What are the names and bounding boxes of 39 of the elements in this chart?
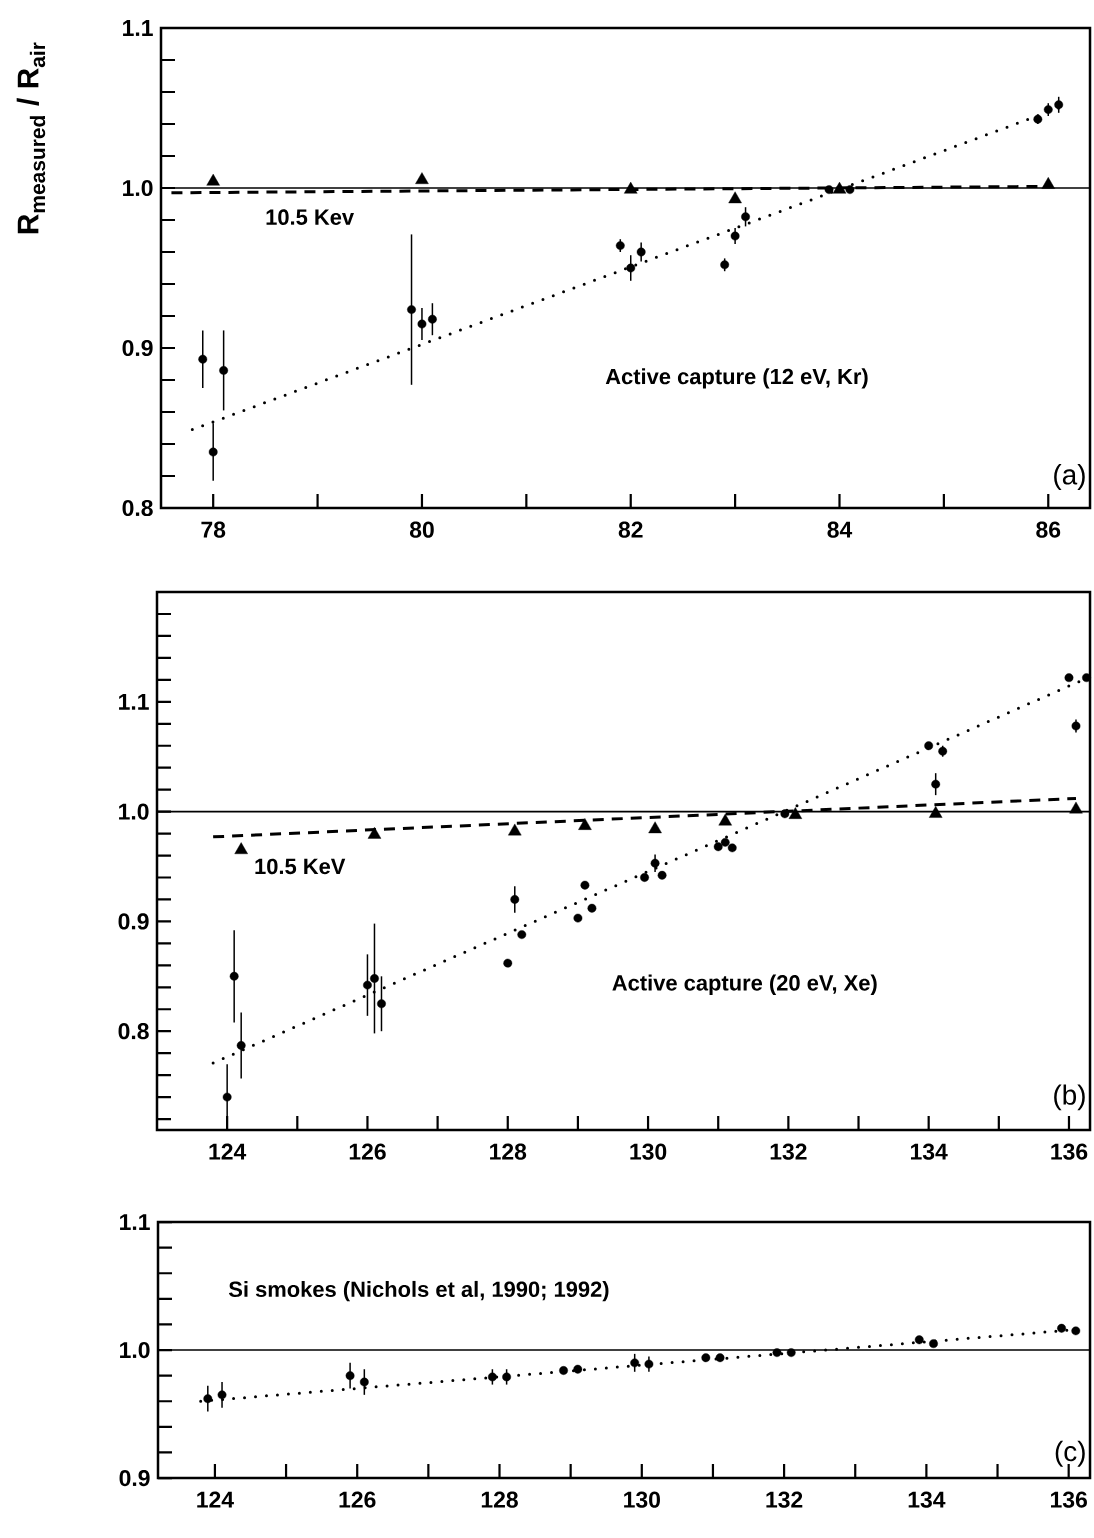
annotation: Si smokes (Nichols et al, 1990; 1992) <box>228 1280 609 1302</box>
x-tick-label: 126 <box>339 1491 376 1508</box>
y-tick-label: 0.8 <box>118 1023 149 1040</box>
y-tick-label: 0.8 <box>122 499 153 517</box>
x-tick-label: 86 <box>1036 521 1061 538</box>
x-tick-label: 130 <box>624 1491 660 1508</box>
x-tick-label: 136 <box>1051 1491 1087 1508</box>
x-tick-label: 136 <box>1051 1143 1088 1160</box>
y-tick-label: 1.0 <box>119 803 149 820</box>
x-tick-label: 130 <box>630 1143 667 1160</box>
y-tick-label: 1.1 <box>119 693 149 710</box>
annotation: Active capture (12 eV, Kr) <box>605 368 868 389</box>
y-tick-label: 0.9 <box>119 1469 150 1487</box>
x-tick-label: 84 <box>827 521 853 538</box>
x-tick-label: 126 <box>349 1143 386 1160</box>
x-tick-label: 132 <box>770 1143 807 1160</box>
y-tick-label: 0.9 <box>118 913 149 930</box>
annotation: 10.5 KeV <box>255 858 346 875</box>
annotation: Active capture (20 eV, Xe) <box>612 974 877 995</box>
x-tick-label: 124 <box>197 1491 234 1508</box>
y-tick-label: 0.9 <box>122 339 153 357</box>
x-tick-label: 78 <box>201 521 226 538</box>
y-axis-title: R$_{measured}$ / R$_{air}$ <box>16 42 46 234</box>
x-tick-label: 132 <box>766 1491 803 1508</box>
y-tick-label: 1.0 <box>123 179 153 197</box>
x-tick-label: 124 <box>209 1143 247 1160</box>
x-tick-label: 128 <box>490 1143 527 1160</box>
annotation: (a) <box>1054 464 1085 491</box>
x-tick-label: 134 <box>910 1143 948 1160</box>
y-tick-label: 1.1 <box>123 20 153 36</box>
y-tick-label: 1.0 <box>120 1341 150 1359</box>
y-tick-label: 1.1 <box>120 1214 150 1230</box>
x-tick-label: 80 <box>409 521 434 538</box>
x-tick-label: 128 <box>481 1491 518 1508</box>
x-tick-label: 82 <box>618 521 643 538</box>
annotation: (b) <box>1054 1084 1085 1111</box>
annotation: 10.5 Kev <box>266 209 354 225</box>
x-tick-label: 134 <box>908 1491 946 1508</box>
annotation: (c) <box>1055 1440 1085 1467</box>
